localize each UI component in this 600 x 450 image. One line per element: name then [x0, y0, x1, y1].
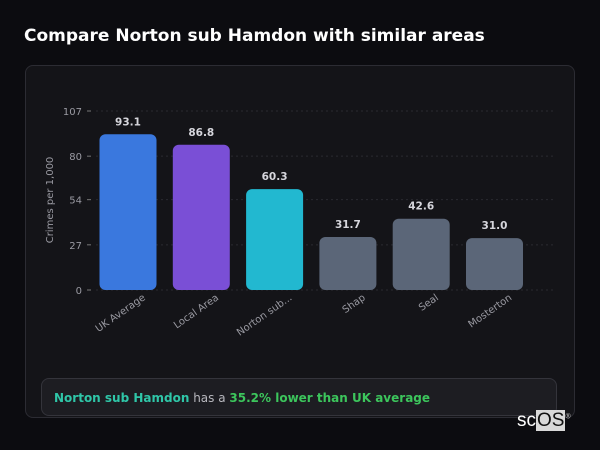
- bar: [99, 134, 157, 290]
- y-tick-label: 107: [63, 107, 82, 118]
- bar: [466, 238, 523, 290]
- y-tick-label: 0: [76, 286, 82, 297]
- scos-logo: scOS®: [517, 410, 571, 431]
- x-tick-label: UK Average: [94, 292, 148, 334]
- x-tick-label: Mosterton: [467, 292, 515, 330]
- x-tick-label: Seal: [417, 292, 441, 313]
- bar-value-label: 60.3: [262, 171, 288, 183]
- summary-comparison: 35.2% lower than UK average: [229, 391, 431, 405]
- y-axis-label: Crimes per 1,000: [45, 157, 56, 244]
- x-tick-label: Shap: [341, 292, 368, 315]
- bar: [246, 189, 304, 290]
- bar-value-label: 42.6: [408, 201, 434, 213]
- x-tick-label: Local Area: [172, 292, 221, 331]
- page-title: Compare Norton sub Hamdon with similar a…: [24, 26, 485, 46]
- summary-box: Norton sub Hamdon has a 35.2% lower than…: [41, 378, 557, 416]
- summary-middle: has a: [189, 391, 230, 405]
- y-tick-label: 80: [69, 152, 82, 163]
- bar-value-label: 86.8: [188, 127, 214, 139]
- bar: [319, 236, 377, 290]
- bar-value-label: 31.0: [482, 220, 508, 232]
- summary-area: Norton sub Hamdon: [54, 391, 190, 405]
- y-tick-label: 27: [69, 241, 82, 252]
- bar-value-label: 93.1: [115, 116, 141, 128]
- bar: [392, 218, 450, 290]
- bar-value-label: 31.7: [335, 219, 361, 231]
- y-tick-label: 54: [69, 196, 82, 207]
- x-tick-label: Norton sub...: [235, 292, 294, 338]
- bar: [172, 144, 230, 290]
